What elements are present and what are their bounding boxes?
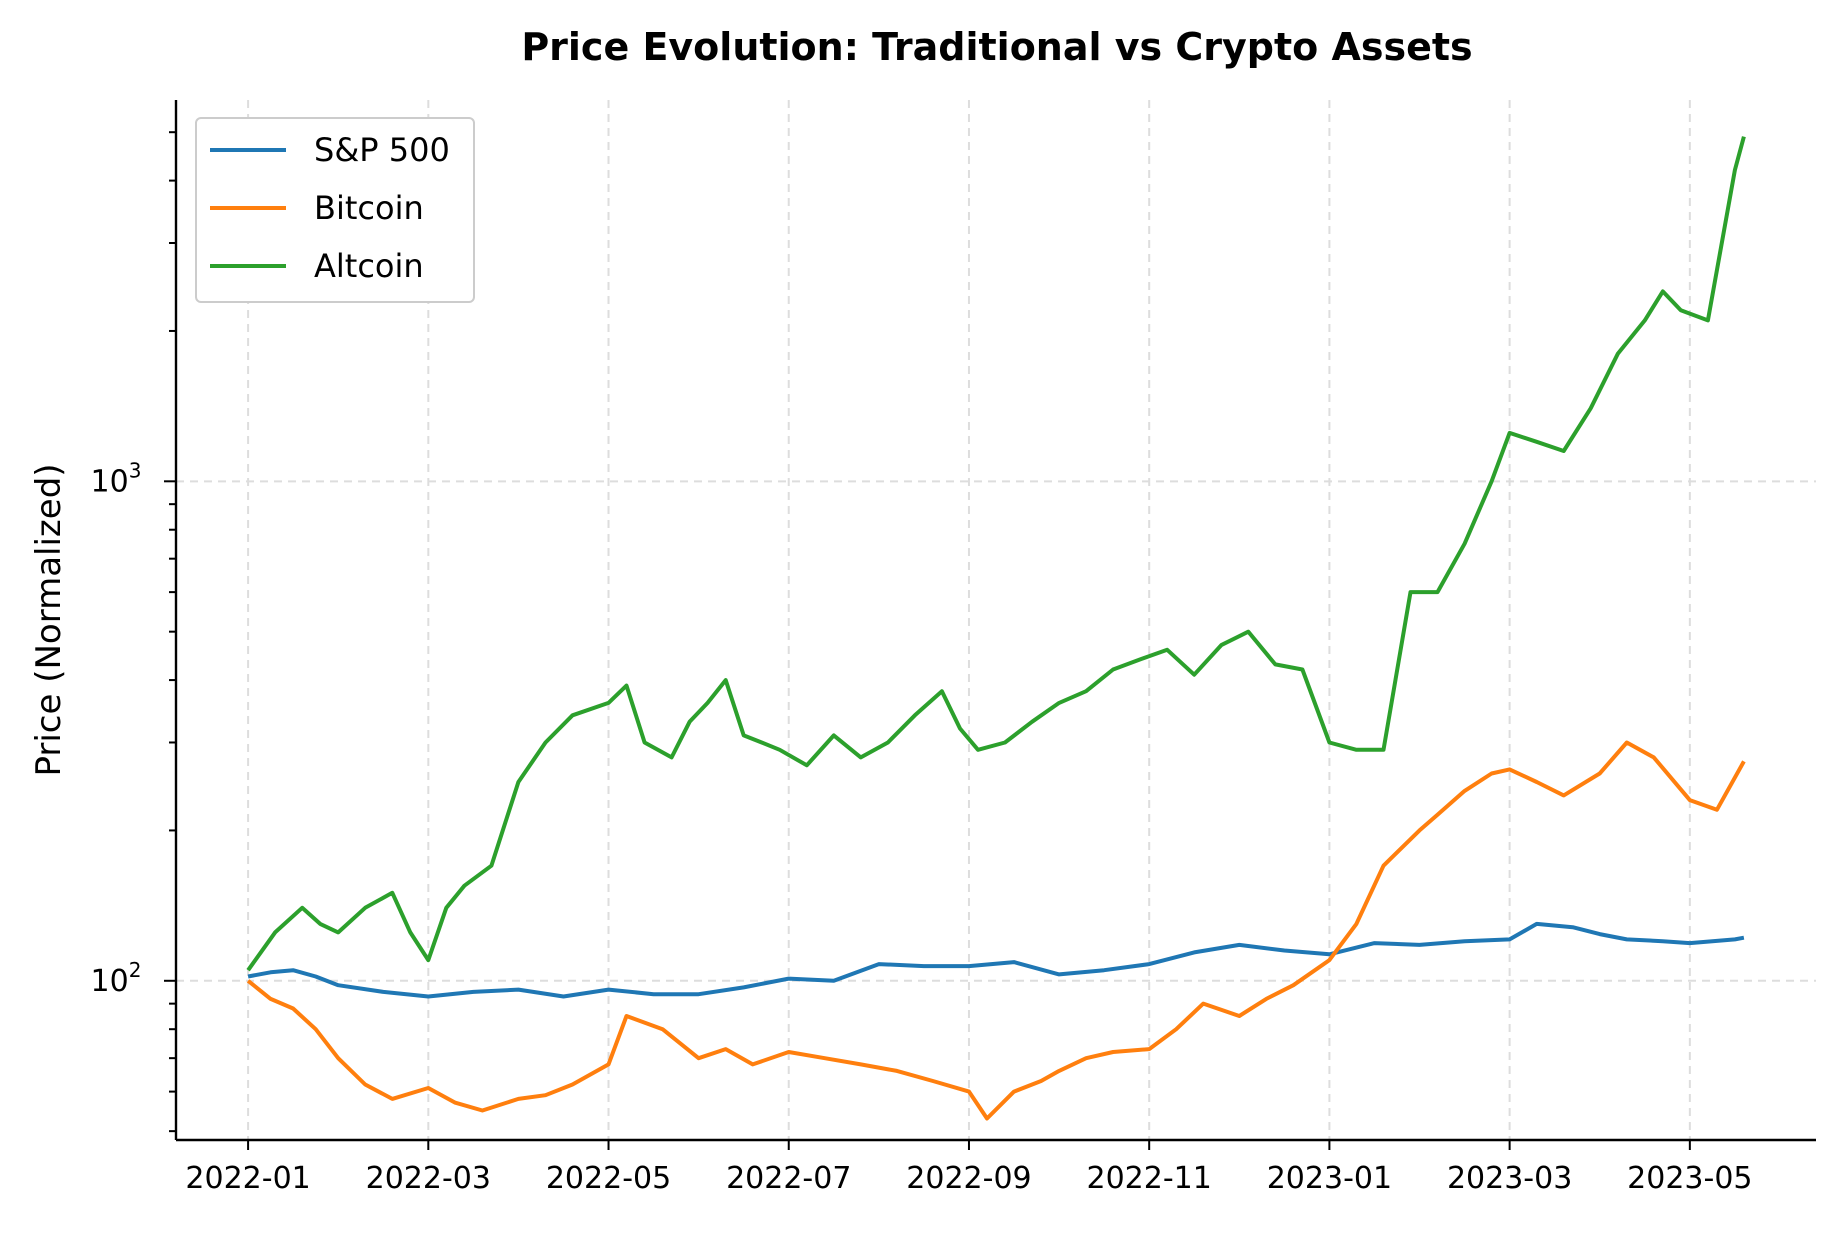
y-tick-label: 102 — [91, 958, 142, 999]
x-tick-label: 2022-03 — [366, 1161, 491, 1196]
legend-label-bitcoin: Bitcoin — [314, 189, 424, 227]
y-tick-label: 103 — [91, 458, 142, 499]
series-line-bitcoin — [246, 740, 1746, 1121]
x-tick-label: 2022-09 — [906, 1161, 1031, 1196]
series-line-altcoin — [246, 136, 1746, 972]
x-tick-label: 2022-11 — [1087, 1161, 1212, 1196]
legend-label-s-p-500: S&P 500 — [314, 131, 450, 169]
x-tick-label: 2023-03 — [1447, 1161, 1572, 1196]
x-tick-label: 2023-01 — [1267, 1161, 1392, 1196]
legend-box — [195, 117, 475, 303]
series-line-s-p-500 — [247, 921, 1745, 999]
x-tick-label: 2022-07 — [726, 1161, 851, 1196]
axes: 2022-01 2022-03 2022-05 2022-07 2022-09 2022-… — [91, 100, 1816, 1196]
legend: S&P 500 Bitcoin Altcoin — [195, 117, 475, 303]
series-lines — [246, 136, 1746, 1121]
x-tick-label: 2022-01 — [185, 1161, 310, 1196]
chart-title: Price Evolution: Traditional vs Crypto A… — [521, 25, 1472, 69]
grid — [176, 100, 1816, 1140]
y-axis-label: Price (Normalized) — [29, 463, 69, 776]
x-tick-label: 2023-05 — [1627, 1161, 1752, 1196]
x-tick-label: 2022-05 — [546, 1161, 671, 1196]
legend-label-altcoin: Altcoin — [314, 247, 424, 285]
